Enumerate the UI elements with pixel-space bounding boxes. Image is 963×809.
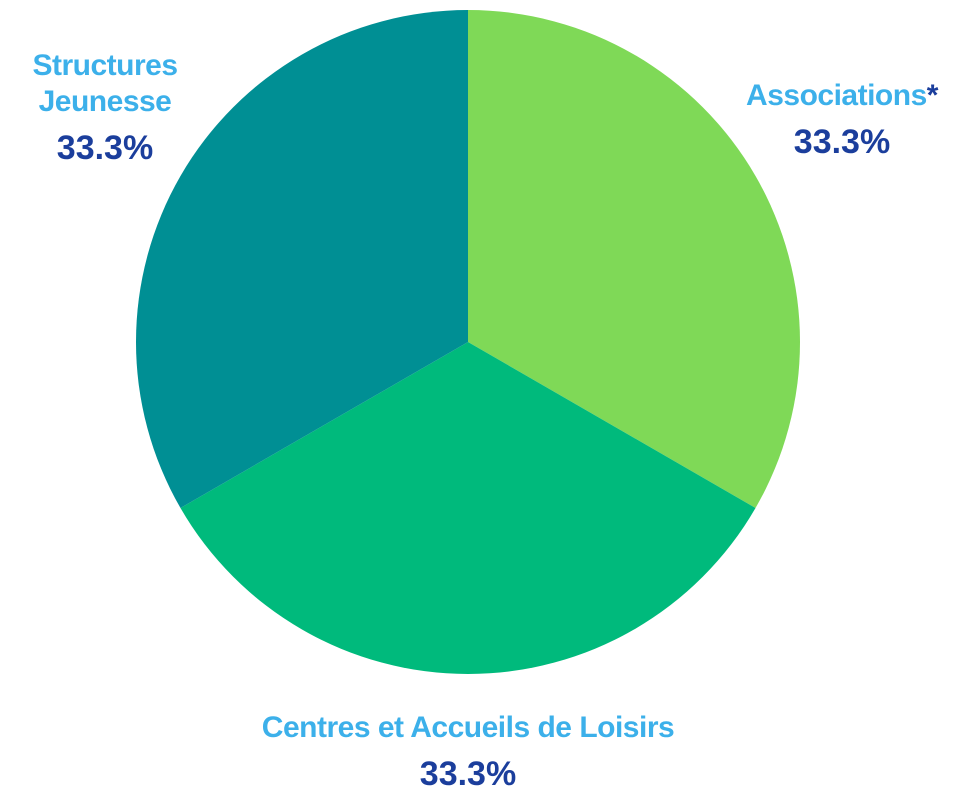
footnote-mark: * [926,79,939,112]
value-label: 33.3% [15,128,195,168]
value-label: 33.3% [712,122,963,162]
category-name: Associations [746,79,927,112]
value-text: 33.3% [793,123,891,161]
category-label: Centres et Accueils de Loisirs [168,710,768,746]
pie-slice [180,342,756,674]
slice-label: Associations* 33.3% [712,78,963,162]
value-text: 33.3% [419,755,517,793]
category-name: Centres et Accueils de Loisirs [261,711,675,744]
category-label: Structures Jeunesse [15,48,195,120]
category-label: Associations* [712,78,963,114]
value-label: 33.3% [168,754,768,794]
pie-slice [136,10,468,508]
slice-label: Centres et Accueils de Loisirs 33.3% [168,710,768,794]
category-name: Structures Jeunesse [32,49,178,118]
slice-label: Structures Jeunesse 33.3% [15,48,195,168]
value-text: 33.3% [56,129,154,167]
pie-slice [468,10,800,508]
